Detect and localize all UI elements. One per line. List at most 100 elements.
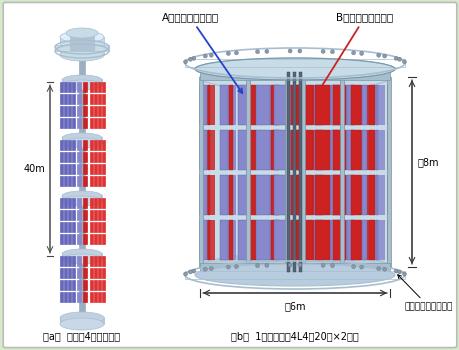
Bar <box>68 234 71 244</box>
Bar <box>64 234 67 244</box>
Bar <box>77 82 81 92</box>
Bar <box>291 84 299 125</box>
Bar <box>339 77 343 267</box>
Bar <box>90 82 93 92</box>
Bar <box>68 118 71 128</box>
Bar <box>270 219 279 259</box>
Bar <box>249 130 256 169</box>
Bar <box>77 210 81 220</box>
Ellipse shape <box>351 265 355 268</box>
Bar <box>60 222 63 232</box>
Bar <box>60 317 104 324</box>
Bar <box>68 94 71 104</box>
Bar <box>219 219 228 259</box>
Bar <box>199 175 203 215</box>
Bar <box>83 118 87 128</box>
Ellipse shape <box>62 138 102 148</box>
Bar <box>327 219 347 259</box>
Bar <box>60 118 63 128</box>
Ellipse shape <box>62 75 102 85</box>
Text: メンテナンスデッキ: メンテナンスデッキ <box>397 275 453 312</box>
Bar <box>205 84 215 125</box>
Bar <box>68 256 71 266</box>
Bar <box>72 292 75 302</box>
Ellipse shape <box>203 54 207 58</box>
Bar <box>98 234 101 244</box>
Bar <box>64 140 67 150</box>
Bar <box>62 195 102 201</box>
Bar <box>83 292 87 302</box>
Bar <box>98 152 101 162</box>
Bar <box>64 164 67 174</box>
Bar <box>60 37 104 55</box>
Bar <box>90 152 93 162</box>
Bar <box>60 106 63 116</box>
Bar <box>72 210 75 220</box>
Bar <box>83 210 87 220</box>
Ellipse shape <box>62 133 102 143</box>
Bar <box>83 94 87 104</box>
Bar <box>77 164 81 174</box>
Ellipse shape <box>287 263 291 267</box>
Bar <box>98 210 101 220</box>
Ellipse shape <box>226 51 230 55</box>
Bar <box>313 175 322 215</box>
Bar <box>83 198 87 208</box>
Bar <box>353 130 369 169</box>
Bar <box>72 256 75 266</box>
Bar <box>375 219 377 259</box>
Ellipse shape <box>255 50 259 54</box>
Bar <box>102 210 105 220</box>
Ellipse shape <box>393 56 397 60</box>
Bar <box>94 234 97 244</box>
Bar <box>90 280 93 290</box>
Bar <box>200 77 389 267</box>
Bar <box>64 222 67 232</box>
Ellipse shape <box>382 54 386 58</box>
Ellipse shape <box>376 266 380 271</box>
Bar <box>291 219 299 259</box>
Ellipse shape <box>62 249 102 259</box>
Bar <box>102 268 105 278</box>
Ellipse shape <box>351 51 355 55</box>
Ellipse shape <box>62 80 102 90</box>
Bar <box>375 84 377 125</box>
Bar <box>62 137 102 143</box>
Bar <box>313 84 322 125</box>
Bar <box>374 130 384 169</box>
Bar <box>94 106 97 116</box>
Bar <box>77 268 81 278</box>
Bar <box>72 176 75 186</box>
Bar <box>205 130 215 169</box>
Bar <box>374 175 384 215</box>
Bar <box>298 130 320 169</box>
Bar <box>298 175 320 215</box>
Bar <box>77 152 81 162</box>
Bar <box>79 53 85 320</box>
Bar <box>199 219 203 259</box>
Bar <box>297 219 312 259</box>
Bar <box>346 84 353 125</box>
Bar <box>269 219 291 259</box>
Bar <box>241 84 261 125</box>
Bar <box>77 140 81 150</box>
Ellipse shape <box>382 267 386 271</box>
Ellipse shape <box>376 53 380 57</box>
Bar <box>94 198 97 208</box>
Bar <box>68 176 71 186</box>
Bar <box>386 84 390 125</box>
Bar <box>94 268 97 278</box>
Bar <box>237 130 248 169</box>
Ellipse shape <box>209 266 213 271</box>
Bar <box>314 84 329 125</box>
Bar <box>98 106 101 116</box>
Bar <box>207 175 210 215</box>
Bar <box>68 106 71 116</box>
Bar <box>94 94 97 104</box>
Bar <box>64 176 67 186</box>
Bar <box>83 164 87 174</box>
Ellipse shape <box>62 191 102 201</box>
Bar <box>246 77 249 267</box>
Ellipse shape <box>195 264 394 286</box>
Bar <box>368 130 374 169</box>
